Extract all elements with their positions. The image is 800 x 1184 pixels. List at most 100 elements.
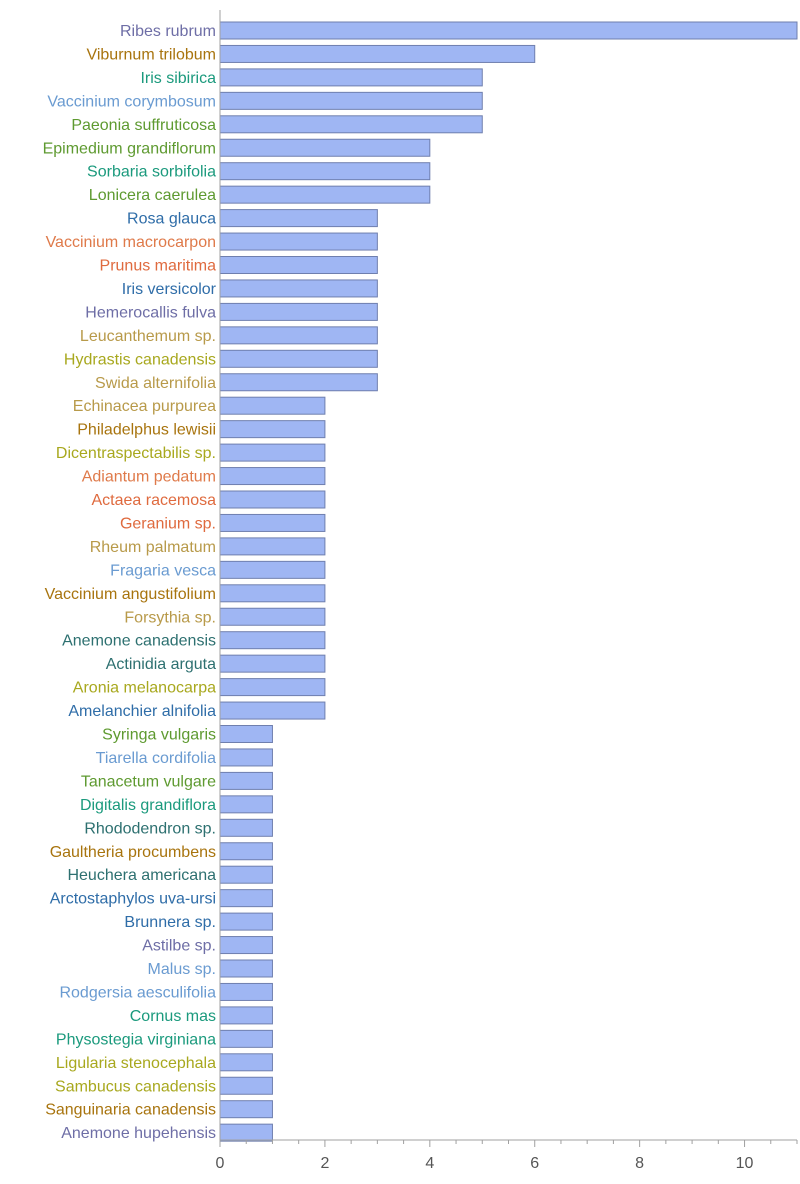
- bar: [219, 513, 326, 532]
- category-label: Ribes rubrum: [120, 23, 216, 40]
- bar: [219, 889, 273, 908]
- category-label: Tiarella cordifolia: [96, 750, 216, 767]
- category-label: Hemerocallis fulva: [85, 304, 216, 321]
- bar: [219, 44, 536, 63]
- x-tick-label: 6: [530, 1155, 539, 1172]
- bar: [219, 490, 326, 509]
- bar: [219, 1053, 273, 1072]
- category-label: Leucanthemum sp.: [80, 328, 216, 345]
- category-label: Sambucus canadensis: [55, 1078, 216, 1095]
- bar: [219, 912, 273, 931]
- axes-group: 0 2 4 6 8 10: [216, 10, 798, 1172]
- bar: [219, 209, 378, 228]
- category-label: Physostegia virginiana: [56, 1031, 216, 1048]
- bar: [219, 420, 326, 439]
- bar: [219, 68, 483, 87]
- category-label: Echinacea purpurea: [73, 398, 216, 415]
- bar: [219, 1029, 273, 1048]
- category-label: Tanacetum vulgare: [81, 773, 216, 790]
- bar: [219, 701, 326, 720]
- x-tick-label: 8: [635, 1155, 644, 1172]
- bar: [219, 982, 273, 1001]
- bars-group: [219, 21, 798, 1142]
- bar: [219, 537, 326, 556]
- category-label: Forsythia sp.: [124, 609, 216, 626]
- bar: [219, 795, 273, 814]
- category-label: Cornus mas: [130, 1008, 216, 1025]
- category-label: Paeonia suffruticosa: [71, 117, 216, 134]
- category-label: Adiantum pedatum: [82, 469, 216, 486]
- category-label: Rodgersia aesculifolia: [59, 984, 216, 1001]
- bar: [219, 748, 273, 767]
- bar: [219, 936, 273, 955]
- category-label: Brunnera sp.: [124, 914, 216, 931]
- category-label: Aronia melanocarpa: [73, 680, 216, 697]
- category-label: Rhododendron sp.: [84, 820, 216, 837]
- category-label: Sanguinaria canadensis: [45, 1102, 216, 1119]
- bar: [219, 21, 798, 40]
- category-label: Anemone hupehensis: [61, 1125, 216, 1142]
- bar: [219, 467, 326, 486]
- bar: [219, 584, 326, 603]
- category-label: Hydrastis canadensis: [64, 351, 216, 368]
- bar: [219, 678, 326, 697]
- category-label: Swida alternifolia: [95, 375, 216, 392]
- category-label: Philadelphus lewisii: [77, 422, 216, 439]
- bar: [219, 842, 273, 861]
- category-label: Actinidia arguta: [106, 656, 216, 673]
- category-label: Viburnum trilobum: [86, 46, 216, 63]
- category-label: Vaccinium macrocarpon: [46, 234, 216, 251]
- bar: [219, 654, 326, 673]
- bar: [219, 326, 378, 345]
- category-label: Iris versicolor: [122, 281, 217, 298]
- bar: [219, 302, 378, 321]
- bar: [219, 1076, 273, 1095]
- category-label: Syringa vulgaris: [102, 727, 216, 744]
- bar: [219, 396, 326, 415]
- category-label: Anemone canadensis: [62, 633, 216, 650]
- bar: [219, 91, 483, 110]
- x-tick-label: 2: [320, 1155, 329, 1172]
- bar: [219, 115, 483, 134]
- category-label: Rheum palmatum: [90, 539, 216, 556]
- bar: [219, 443, 326, 462]
- bar: [219, 1006, 273, 1025]
- category-label: Vaccinium corymbosum: [47, 93, 216, 110]
- category-label: Astilbe sp.: [142, 938, 216, 955]
- bar: [219, 725, 273, 743]
- category-label: Arctostaphylos uva-ursi: [50, 891, 216, 908]
- category-label: Epimedium grandiflorum: [43, 140, 216, 157]
- category-label: Iris sibirica: [140, 70, 216, 87]
- category-label: Actaea racemosa: [91, 492, 216, 509]
- bar: [219, 818, 273, 837]
- category-label: Lonicera caerulea: [89, 187, 216, 204]
- x-tick-label: 4: [425, 1155, 434, 1172]
- x-tick-label: 10: [736, 1155, 754, 1172]
- bar: [219, 373, 378, 392]
- category-label: Digitalis grandiflora: [80, 797, 216, 814]
- bar: [219, 232, 378, 251]
- bar: [219, 1123, 273, 1142]
- category-label: Gaultheria procumbens: [50, 844, 216, 861]
- category-label: Prunus maritima: [100, 258, 217, 275]
- bar: [219, 349, 378, 368]
- bar: [219, 631, 326, 650]
- bar: [219, 771, 273, 790]
- category-label: Amelanchier alnifolia: [68, 703, 216, 720]
- bar: [219, 865, 273, 884]
- x-tick-label: 0: [216, 1155, 225, 1172]
- category-label: Sorbaria sorbifolia: [87, 164, 216, 181]
- category-label: Vaccinium angustifolium: [45, 586, 216, 603]
- bar: [219, 185, 431, 204]
- category-label: Geranium sp.: [120, 515, 216, 532]
- category-label: Rosa glauca: [127, 211, 216, 228]
- category-label: Heuchera americana: [67, 867, 216, 884]
- category-label: Malus sp.: [148, 961, 216, 978]
- bar: [219, 1100, 273, 1119]
- bar: [219, 279, 378, 298]
- bar: [219, 138, 431, 157]
- bar: [219, 560, 326, 579]
- category-label: Fragaria vesca: [110, 562, 216, 579]
- category-label: Ligularia stenocephala: [56, 1055, 216, 1072]
